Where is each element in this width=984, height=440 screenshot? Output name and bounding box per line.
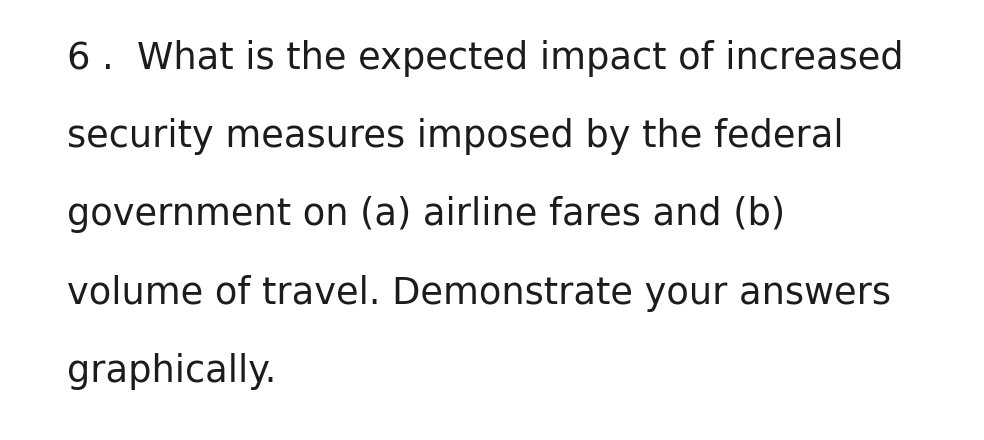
Text: security measures imposed by the federal: security measures imposed by the federal [67, 118, 843, 155]
Text: 6 .  What is the expected impact of increased: 6 . What is the expected impact of incre… [67, 40, 903, 77]
Text: graphically.: graphically. [67, 353, 277, 390]
Text: volume of travel. Demonstrate your answers: volume of travel. Demonstrate your answe… [67, 275, 891, 312]
Text: government on (a) airline fares and (b): government on (a) airline fares and (b) [67, 196, 785, 233]
